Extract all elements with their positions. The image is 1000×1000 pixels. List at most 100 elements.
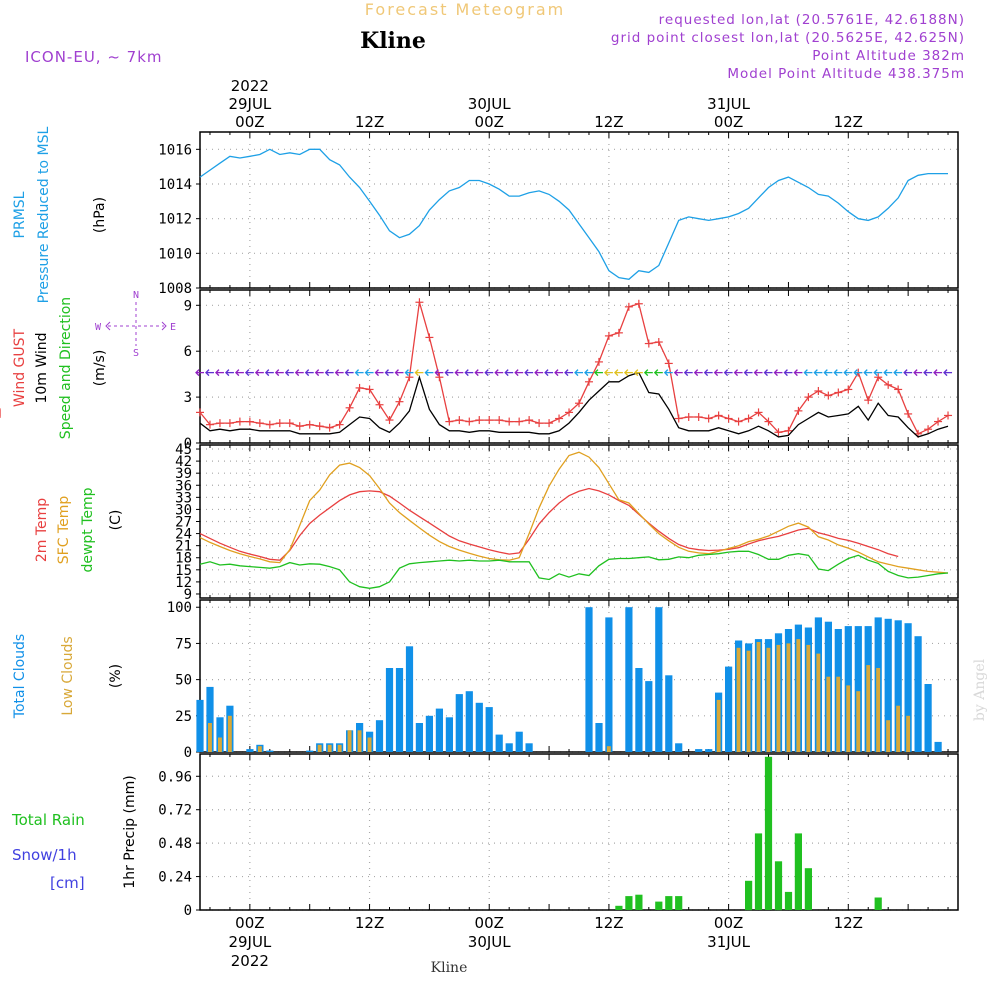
bar-total-clouds xyxy=(934,741,942,752)
bar-low-clouds xyxy=(816,653,821,752)
bar-low-clouds xyxy=(337,744,342,752)
chart-title: Forecast Meteogram xyxy=(365,0,565,19)
y-tick-label: 1014 xyxy=(158,177,192,193)
top-time-label: 00Z xyxy=(714,113,743,131)
y-tick-label: 1016 xyxy=(158,142,192,158)
panel-prmsl: 1008 1010 1012 1014 1016 xyxy=(158,131,959,297)
y-tick-label: 1008 xyxy=(158,281,192,297)
bar-low-clouds xyxy=(786,643,791,752)
compass-icon: N S W E xyxy=(95,290,176,359)
gust-point xyxy=(505,417,514,426)
top-time-label: 12Z xyxy=(594,113,623,131)
prmsl-title: PRMSL xyxy=(12,191,28,238)
gust-point xyxy=(425,333,434,342)
gust-point xyxy=(455,416,464,425)
y-tick-label: 27 xyxy=(175,515,192,531)
y-tick-label: 33 xyxy=(175,490,192,506)
bar-total-clouds xyxy=(415,723,423,752)
gust-point xyxy=(724,414,733,423)
wind-arrow xyxy=(264,369,274,377)
y-tick-label: 1010 xyxy=(158,246,192,262)
precip-labels: Total Rain Snow/1h [cm] 1hr Precip (mm) xyxy=(11,775,138,892)
wind-arrow xyxy=(244,369,254,377)
gust-point xyxy=(196,408,204,417)
wind-arrow xyxy=(344,369,354,377)
bar-total-rain xyxy=(665,896,673,910)
gust-point xyxy=(894,385,903,394)
y-tick-label: 0 xyxy=(184,436,192,452)
bottom-date-label: 29JUL xyxy=(228,933,271,951)
gust-point xyxy=(684,412,693,421)
t2m-title: 2m Temp xyxy=(34,498,50,562)
gust-point xyxy=(395,397,404,406)
gust-point xyxy=(295,422,304,431)
gust-point xyxy=(804,393,813,402)
gust-point xyxy=(714,411,723,420)
y-tick-label: 0 xyxy=(184,903,192,919)
gust-point xyxy=(435,373,444,382)
total-clouds-title: Total Clouds xyxy=(12,634,28,719)
requested-location: requested lon,lat (20.5761E, 42.6188N) xyxy=(659,12,965,28)
gust-point xyxy=(545,419,554,428)
bottom-time-label: 12Z xyxy=(594,914,623,932)
bar-low-clouds xyxy=(357,730,362,752)
bar-total-clouds xyxy=(445,717,453,752)
footer-location: Kline xyxy=(431,960,468,976)
bar-total-rain xyxy=(615,905,623,910)
gust-point xyxy=(485,416,494,425)
y-tick-label: 36 xyxy=(175,478,192,494)
wind-arrow xyxy=(623,369,633,377)
gust-point xyxy=(824,391,833,400)
gust-point xyxy=(784,426,793,435)
wind-arrow xyxy=(633,369,643,377)
bar-low-clouds xyxy=(866,665,871,752)
wind-arrow xyxy=(823,369,833,377)
bar-total-rain xyxy=(774,861,783,911)
wind-arrow xyxy=(234,369,244,377)
gust-point xyxy=(375,400,384,409)
bar-low-clouds xyxy=(856,691,861,752)
gust-point xyxy=(634,299,643,308)
wind-arrow xyxy=(943,369,953,377)
bar-total-rain xyxy=(655,901,663,910)
top-year-label: 2022 xyxy=(231,77,269,95)
panel-frame xyxy=(199,289,959,444)
panel-frame xyxy=(199,599,959,753)
prmsl-unit: (hPa) xyxy=(92,197,108,233)
y-tick-label: 9 xyxy=(184,587,192,603)
wind-arrow xyxy=(195,369,204,377)
pressure-labels: PRMSL Pressure Reduced to MSL (hPa) xyxy=(12,126,108,303)
wind-arrow xyxy=(693,369,703,377)
y-tick-label: 30 xyxy=(175,502,192,518)
gust-point xyxy=(215,419,224,428)
bar-total-clouds xyxy=(725,666,733,752)
gust-point xyxy=(764,417,773,426)
bar-low-clouds xyxy=(257,746,262,752)
bar-total-clouds xyxy=(505,743,513,752)
wind-arrow xyxy=(494,369,504,377)
series-line-wind-gust xyxy=(199,302,949,435)
wind-arrow xyxy=(853,369,863,377)
y-tick-label: 24 xyxy=(175,527,192,543)
gust-point xyxy=(535,419,544,428)
panel-frame xyxy=(199,753,959,911)
wind-arrow xyxy=(713,369,723,377)
bar-total-clouds xyxy=(675,743,683,752)
top-date-label: 29JUL xyxy=(228,95,271,113)
compass-south: S xyxy=(133,348,139,359)
gust-point xyxy=(734,417,743,426)
gust-point xyxy=(604,331,613,340)
y-tick-label: 42 xyxy=(175,454,192,470)
low-clouds-title: Low Clouds xyxy=(60,636,76,715)
top-date-label: 31JUL xyxy=(707,95,750,113)
bar-low-clouds xyxy=(846,685,851,752)
bottom-time-label: 12Z xyxy=(355,914,384,932)
bar-total-clouds xyxy=(465,691,473,752)
bar-total-clouds xyxy=(455,694,463,752)
gust-point xyxy=(704,414,713,423)
bar-low-clouds xyxy=(218,737,222,752)
gust-point xyxy=(205,420,214,429)
gust-point xyxy=(575,399,583,408)
wind-arrow xyxy=(334,369,344,377)
